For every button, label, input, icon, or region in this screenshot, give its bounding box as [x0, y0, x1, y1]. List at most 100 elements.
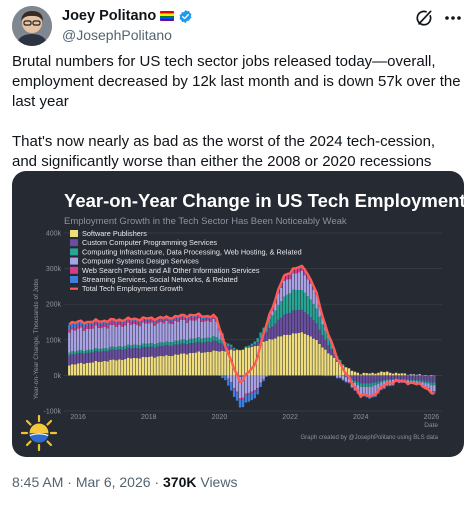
- grok-icon[interactable]: [414, 8, 434, 28]
- chart-image[interactable]: Year-on-Year Change in US Tech Employmen…: [12, 171, 464, 457]
- bar-csd: [188, 320, 192, 339]
- legend-swatch: [70, 248, 78, 256]
- bar-web: [94, 322, 98, 326]
- bar-web: [294, 269, 298, 274]
- bar-software: [262, 341, 265, 376]
- bar-web: [162, 320, 165, 324]
- bar-custom: [126, 347, 130, 358]
- user-handle[interactable]: @JosephPolitano: [62, 27, 172, 43]
- bar-custom: [271, 326, 274, 340]
- bar-infra: [109, 346, 112, 350]
- bar-software: [324, 349, 327, 376]
- bar-software: [291, 333, 295, 376]
- bar-csd: [265, 375, 268, 377]
- post-time[interactable]: 8:45 AM: [12, 474, 64, 490]
- bar-web: [388, 385, 392, 386]
- chart-credit: Graph created by @JosephPolitano using B…: [300, 435, 438, 441]
- bar-web: [232, 388, 236, 389]
- bar-software: [156, 356, 159, 376]
- bar-web: [203, 319, 206, 322]
- bar-stream: [371, 396, 374, 398]
- bar-custom: [400, 375, 404, 380]
- bar-csd: [124, 325, 127, 346]
- display-name[interactable]: Joey Politano: [62, 8, 157, 24]
- bar-stream: [194, 315, 198, 318]
- bar-custom: [103, 350, 106, 361]
- bar-csd: [212, 318, 215, 337]
- bar-custom: [118, 349, 121, 360]
- more-icon[interactable]: [444, 15, 462, 21]
- bar-infra: [182, 339, 186, 344]
- bar-software: [297, 332, 301, 376]
- bar-software: [374, 373, 377, 376]
- bar-csd: [427, 383, 430, 389]
- bar-custom: [277, 319, 280, 337]
- bar-software: [235, 349, 239, 376]
- bar-web: [250, 391, 254, 393]
- bar-infra: [115, 347, 118, 351]
- bar-csd: [150, 322, 153, 344]
- avatar[interactable]: [12, 6, 52, 46]
- bar-stream: [153, 320, 156, 324]
- bar-csd: [297, 272, 301, 291]
- bar-csd: [253, 375, 256, 391]
- legend-swatch: [70, 257, 78, 265]
- bar-software: [159, 355, 162, 376]
- x-tick-label: 2026: [424, 414, 440, 421]
- bar-infra: [179, 339, 183, 344]
- legend-swatch: [70, 239, 78, 247]
- bar-custom: [141, 346, 145, 357]
- y-tick-label: 200k: [46, 302, 62, 309]
- bar-custom: [312, 320, 315, 339]
- bar-software: [197, 351, 201, 376]
- bar-infra: [253, 341, 256, 345]
- bar-software: [377, 372, 380, 376]
- bar-custom: [109, 349, 112, 360]
- bar-stream: [250, 392, 254, 401]
- meta-separator: ·: [67, 474, 72, 490]
- bar-infra: [165, 341, 168, 346]
- bar-stream: [247, 394, 251, 402]
- bar-custom: [356, 375, 360, 383]
- bar-csd: [159, 321, 162, 343]
- bar-csd: [203, 321, 206, 339]
- bar-custom: [197, 341, 201, 352]
- bar-web: [194, 317, 198, 321]
- post-date[interactable]: Mar 6, 2026: [75, 474, 151, 490]
- bar-custom: [412, 375, 415, 380]
- bar-csd: [138, 326, 142, 346]
- bar-custom: [174, 344, 177, 355]
- bar-web: [68, 330, 71, 333]
- bar-custom: [227, 346, 230, 351]
- bar-custom: [421, 375, 424, 381]
- bar-custom: [230, 346, 233, 350]
- bar-infra: [341, 364, 345, 366]
- bar-software: [144, 357, 148, 376]
- bar-web: [156, 320, 159, 324]
- bar-infra: [318, 316, 321, 330]
- bar-software: [321, 347, 324, 376]
- bar-csd: [91, 328, 95, 350]
- bar-web: [103, 323, 106, 327]
- bar-infra: [215, 337, 218, 342]
- bar-stream: [73, 323, 77, 329]
- bar-csd: [182, 319, 186, 340]
- bar-infra: [235, 349, 239, 350]
- bar-csd: [103, 326, 106, 349]
- bar-csd: [179, 319, 183, 340]
- bar-infra: [129, 345, 133, 349]
- bar-stream: [68, 324, 71, 331]
- bar-infra: [188, 338, 192, 344]
- bar-custom: [303, 311, 307, 334]
- bar-custom: [203, 342, 206, 353]
- bar-infra: [250, 343, 254, 346]
- bar-software: [303, 333, 307, 376]
- bar-custom: [150, 346, 153, 357]
- bar-infra: [268, 318, 271, 329]
- bar-stream: [97, 321, 100, 326]
- bar-infra: [79, 349, 83, 353]
- bar-csd: [291, 273, 295, 290]
- bar-infra: [409, 379, 413, 381]
- legend-label: Web Search Portals and All Other Informa…: [82, 266, 260, 275]
- bar-software: [71, 364, 74, 376]
